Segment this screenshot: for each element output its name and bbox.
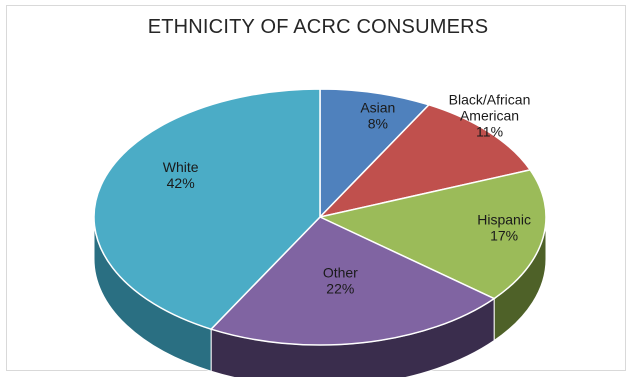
pie-tops bbox=[93, 88, 547, 346]
data-label-hispanic: Hispanic 17% bbox=[477, 212, 531, 244]
pie-labels: Asian 8% Black/African American 11% Hispanic 1… bbox=[163, 91, 531, 296]
pie-slice-black-african-american bbox=[317, 103, 532, 219]
pie-slice-hispanic bbox=[317, 169, 547, 300]
pie-slice-other bbox=[209, 216, 496, 346]
chart-title: ETHNICITY OF ACRC CONSUMERS bbox=[147, 16, 489, 38]
data-label-other: Other 22% bbox=[323, 264, 358, 296]
data-label-asian: Asian 8% bbox=[360, 99, 395, 131]
pie-slice-white bbox=[93, 88, 321, 331]
pie-slice-asian bbox=[319, 88, 431, 219]
data-label-white: White 42% bbox=[163, 159, 199, 191]
data-label-black-african-american: Black/African American 11% bbox=[449, 91, 531, 139]
